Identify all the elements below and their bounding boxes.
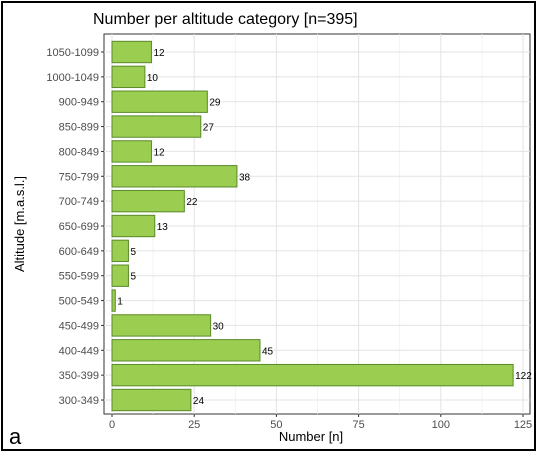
y-tick-label: 450-499 xyxy=(59,320,99,332)
y-tick-label: 800-849 xyxy=(59,146,99,158)
bars xyxy=(111,40,514,412)
bar-value-label: 30 xyxy=(213,321,225,332)
x-tick-label: 75 xyxy=(352,419,364,431)
bar-value-label: 13 xyxy=(157,222,169,233)
y-axis-title: Altitude [m.a.s.l.] xyxy=(12,176,27,272)
panel-label: a xyxy=(9,424,22,449)
y-tick-label: 1000-1049 xyxy=(46,72,99,84)
bar xyxy=(111,314,212,337)
x-tick-label: 50 xyxy=(270,419,282,431)
y-tick-label: 350-399 xyxy=(59,370,99,382)
bar xyxy=(111,289,116,312)
data-labels: 12 10 29 27 12 38 22 13 5 5 1 30 45 122 24 xyxy=(117,48,532,407)
bar xyxy=(111,40,152,64)
bar-value-label: 45 xyxy=(262,346,274,357)
bar-value-label: 5 xyxy=(130,247,136,258)
bar xyxy=(111,140,152,163)
bar xyxy=(111,90,208,113)
x-tick-label: 25 xyxy=(188,419,200,431)
bar xyxy=(111,388,192,412)
bar-value-label: 10 xyxy=(147,73,159,84)
x-tick-label: 0 xyxy=(109,419,115,431)
y-tick-label: 850-899 xyxy=(59,122,99,134)
y-tick-label: 750-799 xyxy=(59,171,99,183)
axes: 1050-1099 1000-1049 900-949 850-899 800-849 7… xyxy=(46,47,532,431)
bar xyxy=(111,264,129,287)
y-tick-label: 400-449 xyxy=(59,345,99,357)
bar-value-label: 122 xyxy=(515,371,532,382)
bar-value-label: 22 xyxy=(186,197,198,208)
y-tick-label: 300-349 xyxy=(59,395,99,407)
bar-value-label: 1 xyxy=(117,297,123,308)
bar xyxy=(111,214,156,238)
bar-value-label: 24 xyxy=(193,396,205,407)
x-tick-label: 125 xyxy=(514,419,532,431)
y-tick-label: 900-949 xyxy=(59,97,99,109)
x-axis-title: Number [n] xyxy=(279,429,343,444)
y-tick-label: 500-549 xyxy=(59,296,99,308)
bar-value-label: 12 xyxy=(153,48,165,59)
bar xyxy=(111,339,261,362)
bar xyxy=(111,165,238,188)
bar xyxy=(111,363,514,387)
bar-value-label: 5 xyxy=(130,272,136,283)
bar-value-label: 12 xyxy=(153,147,165,158)
bar-value-label: 38 xyxy=(239,172,251,183)
chart-title: Number per altitude category [n=395] xyxy=(93,11,358,28)
bar xyxy=(111,115,202,138)
bar xyxy=(111,189,185,213)
y-tick-label: 600-649 xyxy=(59,246,99,258)
bar xyxy=(111,239,129,263)
y-tick-label: 700-749 xyxy=(59,196,99,208)
bar-value-label: 29 xyxy=(209,98,221,109)
bar xyxy=(111,65,146,89)
y-tick-label: 550-599 xyxy=(59,271,99,283)
x-tick-label: 100 xyxy=(432,419,450,431)
y-tick-label: 1050-1099 xyxy=(46,47,99,59)
y-tick-label: 650-699 xyxy=(59,221,99,233)
bar-value-label: 27 xyxy=(203,123,215,134)
